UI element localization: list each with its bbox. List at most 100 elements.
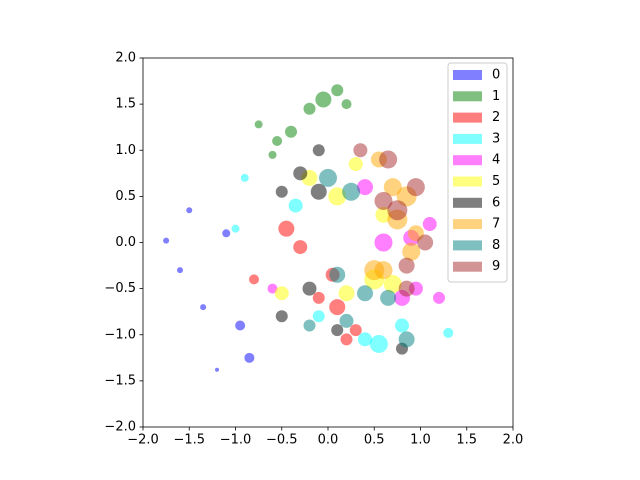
legend-swatch xyxy=(453,70,482,80)
point xyxy=(254,120,263,129)
point xyxy=(406,178,425,197)
series xyxy=(254,84,352,159)
legend-swatch xyxy=(453,112,482,123)
point xyxy=(369,334,388,353)
point xyxy=(240,173,249,182)
legend-label: 8 xyxy=(492,238,500,253)
x-tick-label: 0.0 xyxy=(318,433,339,448)
x-tick-label: 2.0 xyxy=(503,433,524,448)
point xyxy=(364,260,385,281)
point xyxy=(358,332,372,347)
y-tick-label: 2.0 xyxy=(115,51,136,66)
point xyxy=(231,224,240,233)
point xyxy=(383,178,402,197)
point xyxy=(222,229,231,238)
point xyxy=(349,324,362,337)
legend-swatch xyxy=(453,91,482,102)
series xyxy=(231,173,454,353)
y-tick-label: 0.5 xyxy=(115,189,136,204)
point xyxy=(383,275,402,294)
y-tick-label: −1.0 xyxy=(104,327,136,342)
point xyxy=(293,166,308,181)
point xyxy=(374,191,393,210)
point xyxy=(357,285,373,302)
point xyxy=(348,157,363,172)
point xyxy=(268,150,277,159)
point xyxy=(288,198,303,213)
point xyxy=(235,320,246,331)
series xyxy=(163,207,255,372)
point xyxy=(272,136,283,147)
point xyxy=(443,327,454,338)
x-tick-label: 1.5 xyxy=(456,433,477,448)
point xyxy=(293,240,308,255)
y-tick-label: −2.0 xyxy=(104,420,136,435)
point xyxy=(422,217,437,232)
point xyxy=(312,310,325,323)
point xyxy=(331,84,344,97)
point xyxy=(312,291,325,304)
y-tick-label: 1.0 xyxy=(115,143,136,158)
point xyxy=(338,285,355,302)
x-tick-label: −1.0 xyxy=(220,433,252,448)
point xyxy=(310,183,327,200)
point xyxy=(312,144,325,157)
point xyxy=(302,281,317,296)
x-tick-label: −2.0 xyxy=(127,433,159,448)
legend-swatch xyxy=(453,240,482,251)
point xyxy=(329,266,346,283)
point xyxy=(177,267,183,274)
legend-label: 7 xyxy=(492,217,500,232)
point xyxy=(249,274,259,285)
legend-swatch xyxy=(453,176,482,187)
y-tick-label: 0.0 xyxy=(115,235,136,250)
point xyxy=(278,220,295,237)
point xyxy=(163,237,170,244)
point xyxy=(244,352,255,363)
legend-label: 2 xyxy=(492,110,500,125)
legend-swatch xyxy=(453,219,482,230)
x-tick-label: 0.5 xyxy=(364,433,385,448)
point xyxy=(341,99,352,110)
point xyxy=(402,242,421,261)
x-tick-label: 1.0 xyxy=(410,433,431,448)
point xyxy=(328,187,347,206)
point xyxy=(275,185,288,198)
point xyxy=(340,333,353,346)
legend-swatch xyxy=(453,155,482,166)
legend-label: 0 xyxy=(492,68,500,83)
y-tick-label: −1.5 xyxy=(104,373,136,388)
series xyxy=(353,143,434,297)
point xyxy=(417,234,434,251)
point xyxy=(357,179,373,196)
x-tick-label: −1.5 xyxy=(173,433,205,448)
point xyxy=(398,331,415,348)
legend-swatch xyxy=(453,133,482,144)
point xyxy=(285,125,297,138)
point xyxy=(319,168,337,187)
y-tick-label: −0.5 xyxy=(104,281,136,296)
series xyxy=(303,168,415,348)
point xyxy=(267,283,278,294)
point xyxy=(215,367,219,372)
point xyxy=(353,143,368,158)
legend-label: 3 xyxy=(492,131,500,146)
point xyxy=(303,102,316,115)
point xyxy=(339,313,354,328)
point xyxy=(398,257,415,274)
point xyxy=(186,207,193,214)
point xyxy=(398,280,415,297)
point xyxy=(303,319,316,332)
legend-label: 4 xyxy=(492,153,500,168)
legend-label: 1 xyxy=(492,89,500,104)
point xyxy=(433,291,445,304)
legend-label: 5 xyxy=(492,174,500,189)
legend-label: 9 xyxy=(492,259,500,274)
y-tick-label: 1.5 xyxy=(115,97,136,112)
point xyxy=(331,324,344,337)
point xyxy=(342,182,361,201)
point xyxy=(374,233,393,252)
x-tick-label: −0.5 xyxy=(266,433,298,448)
point xyxy=(315,91,332,108)
